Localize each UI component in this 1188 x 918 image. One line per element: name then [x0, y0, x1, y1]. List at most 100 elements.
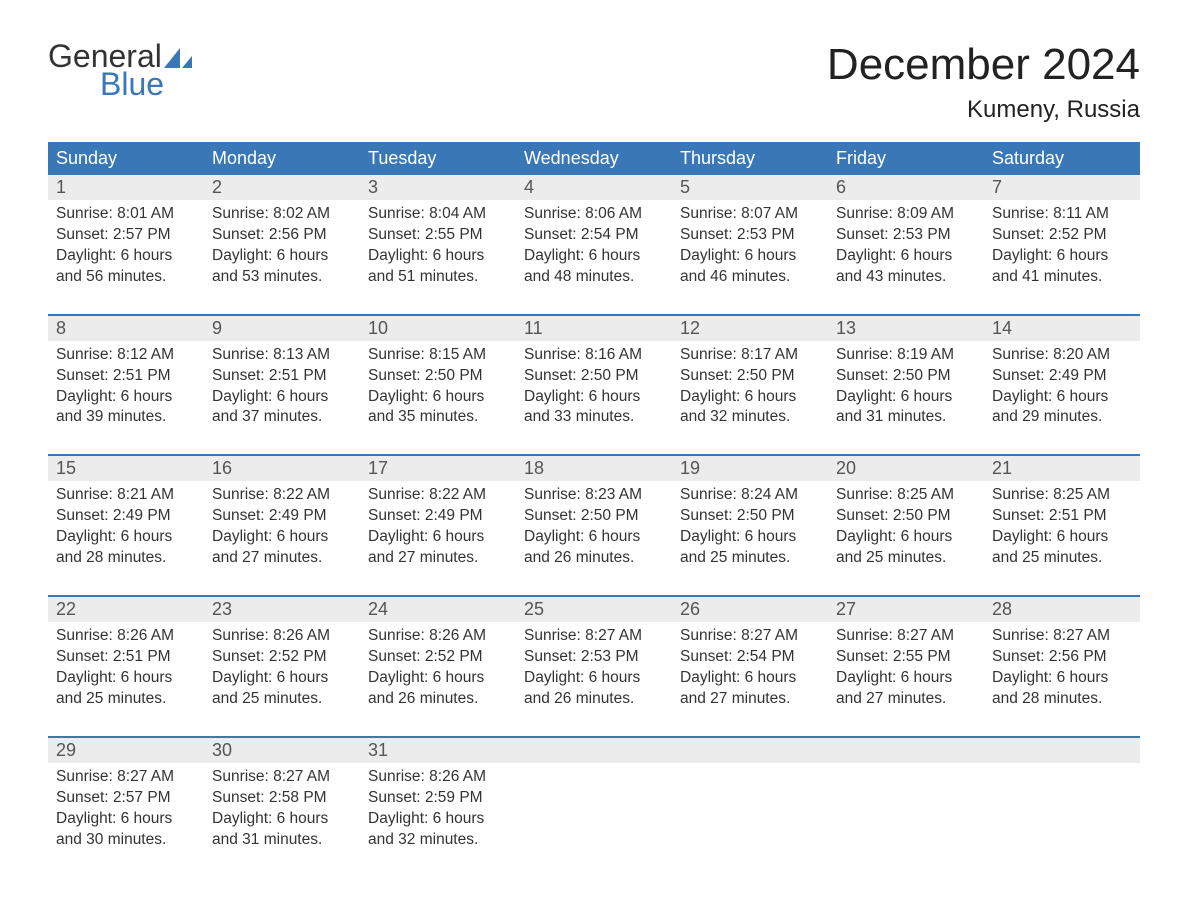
info-row: Sunrise: 8:27 AMSunset: 2:57 PMDaylight:…: [48, 763, 1140, 865]
sunrise-text: Sunrise: 8:26 AM: [368, 626, 508, 647]
dl1-text: Daylight: 6 hours: [680, 246, 820, 267]
dl1-text: Daylight: 6 hours: [212, 527, 352, 548]
date-number: 13: [828, 316, 984, 341]
location-label: Kumeny, Russia: [827, 96, 1140, 124]
sunrise-text: Sunrise: 8:24 AM: [680, 485, 820, 506]
sunset-text: Sunset: 2:51 PM: [212, 366, 352, 387]
sunrise-text: Sunrise: 8:22 AM: [368, 485, 508, 506]
sunrise-text: Sunrise: 8:25 AM: [992, 485, 1132, 506]
sunset-text: Sunset: 2:50 PM: [368, 366, 508, 387]
date-number: 21: [984, 456, 1140, 481]
day-header-tuesday: Tuesday: [360, 142, 516, 175]
day-cell: Sunrise: 8:26 AMSunset: 2:52 PMDaylight:…: [360, 622, 516, 724]
day-cell: Sunrise: 8:20 AMSunset: 2:49 PMDaylight:…: [984, 341, 1140, 443]
day-cell: Sunrise: 8:27 AMSunset: 2:53 PMDaylight:…: [516, 622, 672, 724]
sunset-text: Sunset: 2:50 PM: [680, 506, 820, 527]
day-cell: Sunrise: 8:22 AMSunset: 2:49 PMDaylight:…: [360, 481, 516, 583]
dl2-text: and 26 minutes.: [524, 548, 664, 569]
day-cell: Sunrise: 8:23 AMSunset: 2:50 PMDaylight:…: [516, 481, 672, 583]
dl1-text: Daylight: 6 hours: [524, 668, 664, 689]
week-row: 891011121314Sunrise: 8:12 AMSunset: 2:51…: [48, 314, 1140, 443]
sunrise-text: Sunrise: 8:23 AM: [524, 485, 664, 506]
dl1-text: Daylight: 6 hours: [992, 527, 1132, 548]
day-cell: Sunrise: 8:01 AMSunset: 2:57 PMDaylight:…: [48, 200, 204, 302]
date-number: 18: [516, 456, 672, 481]
sunrise-text: Sunrise: 8:06 AM: [524, 204, 664, 225]
date-row: 22232425262728: [48, 597, 1140, 622]
dl1-text: Daylight: 6 hours: [680, 668, 820, 689]
date-number: 14: [984, 316, 1140, 341]
date-number: [828, 738, 984, 763]
sunrise-text: Sunrise: 8:01 AM: [56, 204, 196, 225]
date-number: 9: [204, 316, 360, 341]
day-cell: [984, 763, 1140, 865]
sunrise-text: Sunrise: 8:21 AM: [56, 485, 196, 506]
dl1-text: Daylight: 6 hours: [212, 809, 352, 830]
dl2-text: and 25 minutes.: [56, 689, 196, 710]
sunset-text: Sunset: 2:51 PM: [992, 506, 1132, 527]
sunrise-text: Sunrise: 8:16 AM: [524, 345, 664, 366]
sunset-text: Sunset: 2:50 PM: [524, 366, 664, 387]
sunrise-text: Sunrise: 8:07 AM: [680, 204, 820, 225]
sunset-text: Sunset: 2:50 PM: [524, 506, 664, 527]
dl2-text: and 48 minutes.: [524, 267, 664, 288]
dl2-text: and 30 minutes.: [56, 830, 196, 851]
dl2-text: and 39 minutes.: [56, 407, 196, 428]
sunrise-text: Sunrise: 8:27 AM: [680, 626, 820, 647]
sunset-text: Sunset: 2:54 PM: [680, 647, 820, 668]
date-number: 27: [828, 597, 984, 622]
day-cell: Sunrise: 8:11 AMSunset: 2:52 PMDaylight:…: [984, 200, 1140, 302]
day-header-wednesday: Wednesday: [516, 142, 672, 175]
sunset-text: Sunset: 2:52 PM: [992, 225, 1132, 246]
dl1-text: Daylight: 6 hours: [56, 246, 196, 267]
week-row: 15161718192021Sunrise: 8:21 AMSunset: 2:…: [48, 454, 1140, 583]
day-cell: [672, 763, 828, 865]
dl1-text: Daylight: 6 hours: [524, 387, 664, 408]
day-cell: Sunrise: 8:27 AMSunset: 2:57 PMDaylight:…: [48, 763, 204, 865]
date-number: 1: [48, 175, 204, 200]
sunset-text: Sunset: 2:51 PM: [56, 366, 196, 387]
sunrise-text: Sunrise: 8:26 AM: [368, 767, 508, 788]
day-cell: Sunrise: 8:12 AMSunset: 2:51 PMDaylight:…: [48, 341, 204, 443]
date-number: 17: [360, 456, 516, 481]
day-header-friday: Friday: [828, 142, 984, 175]
day-cell: Sunrise: 8:19 AMSunset: 2:50 PMDaylight:…: [828, 341, 984, 443]
date-number: 5: [672, 175, 828, 200]
dl1-text: Daylight: 6 hours: [212, 668, 352, 689]
date-number: 29: [48, 738, 204, 763]
dl2-text: and 27 minutes.: [368, 548, 508, 569]
dl2-text: and 28 minutes.: [56, 548, 196, 569]
dl2-text: and 43 minutes.: [836, 267, 976, 288]
day-cell: Sunrise: 8:27 AMSunset: 2:55 PMDaylight:…: [828, 622, 984, 724]
dl2-text: and 46 minutes.: [680, 267, 820, 288]
day-cell: Sunrise: 8:09 AMSunset: 2:53 PMDaylight:…: [828, 200, 984, 302]
date-number: 30: [204, 738, 360, 763]
dl1-text: Daylight: 6 hours: [992, 668, 1132, 689]
weeks-container: 1234567Sunrise: 8:01 AMSunset: 2:57 PMDa…: [48, 175, 1140, 864]
dl2-text: and 25 minutes.: [212, 689, 352, 710]
dl1-text: Daylight: 6 hours: [368, 246, 508, 267]
info-row: Sunrise: 8:26 AMSunset: 2:51 PMDaylight:…: [48, 622, 1140, 724]
date-number: 24: [360, 597, 516, 622]
sunset-text: Sunset: 2:50 PM: [836, 506, 976, 527]
day-cell: Sunrise: 8:27 AMSunset: 2:58 PMDaylight:…: [204, 763, 360, 865]
day-cell: Sunrise: 8:17 AMSunset: 2:50 PMDaylight:…: [672, 341, 828, 443]
date-number: 26: [672, 597, 828, 622]
date-number: [672, 738, 828, 763]
dl1-text: Daylight: 6 hours: [56, 387, 196, 408]
dl2-text: and 53 minutes.: [212, 267, 352, 288]
dl1-text: Daylight: 6 hours: [56, 809, 196, 830]
sunset-text: Sunset: 2:49 PM: [368, 506, 508, 527]
info-row: Sunrise: 8:01 AMSunset: 2:57 PMDaylight:…: [48, 200, 1140, 302]
dl1-text: Daylight: 6 hours: [992, 246, 1132, 267]
sunrise-text: Sunrise: 8:20 AM: [992, 345, 1132, 366]
day-header-monday: Monday: [204, 142, 360, 175]
week-row: 1234567Sunrise: 8:01 AMSunset: 2:57 PMDa…: [48, 175, 1140, 302]
dl2-text: and 27 minutes.: [680, 689, 820, 710]
dl1-text: Daylight: 6 hours: [368, 527, 508, 548]
day-cell: Sunrise: 8:24 AMSunset: 2:50 PMDaylight:…: [672, 481, 828, 583]
dl1-text: Daylight: 6 hours: [212, 387, 352, 408]
day-cell: Sunrise: 8:27 AMSunset: 2:54 PMDaylight:…: [672, 622, 828, 724]
sunrise-text: Sunrise: 8:27 AM: [524, 626, 664, 647]
dl2-text: and 25 minutes.: [836, 548, 976, 569]
